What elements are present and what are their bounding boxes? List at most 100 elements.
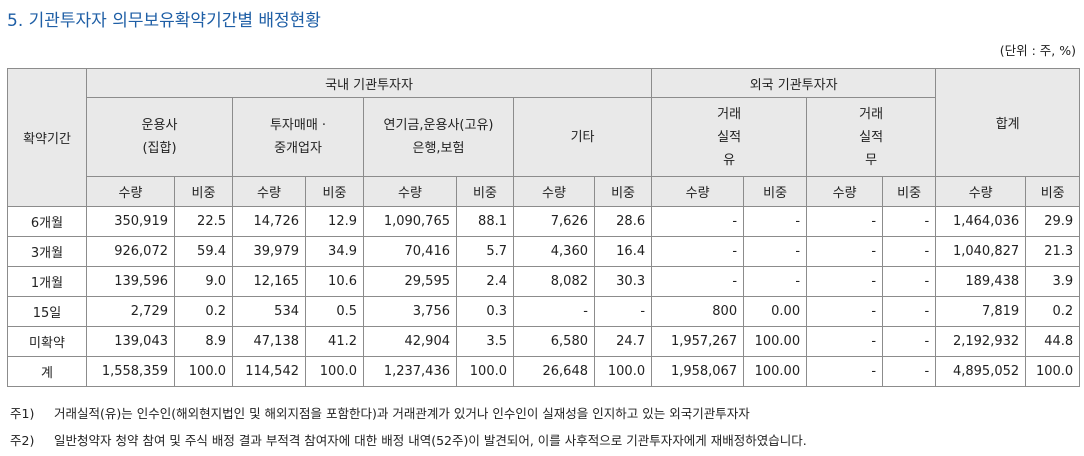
domestic-header: 국내 기관투자자 <box>85 68 653 98</box>
quantity-cell: - <box>651 236 745 267</box>
investor-type-label: 운용사 <box>141 118 178 133</box>
ratio-cell: 59.4 <box>174 236 233 267</box>
ratio-cell: 100.0 <box>174 356 233 387</box>
investor-type-label: 은행,보험 <box>412 141 465 156</box>
ratio-cell: 100.00 <box>743 356 808 387</box>
quantity-cell: 800 <box>651 296 745 327</box>
quantity-cell: 139,596 <box>86 266 175 297</box>
table-row: 계 1,558,359 100.0 114,542 100.0 1,237,436 100.… <box>7 356 1081 387</box>
quantity-cell: 6,580 <box>513 326 595 357</box>
quantity-cell: 4,895,052 <box>935 356 1027 387</box>
ratio-cell: 0.5 <box>305 296 364 327</box>
quantity-cell: 12,165 <box>232 266 306 297</box>
quantity-cell: 350,919 <box>86 206 175 237</box>
ratio-cell: 5.7 <box>456 236 514 267</box>
ratio-cell: 10.6 <box>305 266 364 297</box>
investor-type-label: 거래 <box>859 106 884 122</box>
period-label: 6개월 <box>7 206 87 237</box>
investor-type-header: 투자매매 · 중개업자 <box>232 97 364 177</box>
quantity-cell: 1,957,267 <box>651 326 745 357</box>
ratio-cell: - <box>882 266 937 297</box>
quantity-cell: - <box>651 266 745 297</box>
ratio-cell: - <box>882 236 937 267</box>
quantity-cell: - <box>651 206 745 237</box>
ratio-cell: 24.7 <box>593 326 653 357</box>
total-header: 합계 <box>935 68 1081 177</box>
quantity-cell: - <box>513 296 595 327</box>
foreign-header: 외국 기관투자자 <box>651 68 937 98</box>
ratio-cell: - <box>743 206 808 237</box>
unit-label: (단위 : 주, %) <box>999 43 1076 58</box>
investor-type-label: 연기금,운용사(고유) <box>383 118 494 133</box>
investor-type-header: 연기금,운용사(고유) 은행,보험 <box>363 97 514 177</box>
ratio-cell: 0.2 <box>1025 296 1081 327</box>
ratio-column-header: 비중 <box>1025 176 1081 207</box>
quantity-cell: 114,542 <box>232 356 306 387</box>
quantity-cell: 39,979 <box>232 236 306 267</box>
quantity-cell: 1,464,036 <box>935 206 1027 237</box>
quantity-cell: 42,904 <box>363 326 457 357</box>
ratio-cell: 30.3 <box>593 266 653 297</box>
quantity-cell: - <box>806 356 884 387</box>
ratio-cell: - <box>882 326 937 357</box>
ratio-column-header: 비중 <box>305 176 364 207</box>
ratio-column-header: 비중 <box>593 176 653 207</box>
quantity-column-header: 수량 <box>935 176 1027 207</box>
ratio-cell: - <box>593 296 653 327</box>
period-header: 확약기간 <box>7 68 87 207</box>
table-row: 15일 2,729 0.2 534 0.5 3,756 0.3- -800 0.00- -7,81… <box>7 296 1081 327</box>
period-label: 계 <box>7 356 87 387</box>
investor-type-header: 운용사 (집합) <box>86 97 233 177</box>
table-row: 3개월 926,072 59.4 39,979 34.9 70,416 5.7 4,360 16… <box>7 236 1081 267</box>
quantity-cell: 29,595 <box>363 266 457 297</box>
quantity-column-header: 수량 <box>513 176 595 207</box>
quantity-cell: 1,090,765 <box>363 206 457 237</box>
investor-type-label: 투자매매 · <box>269 118 327 133</box>
ratio-column-header: 비중 <box>174 176 233 207</box>
ratio-cell: 100.0 <box>456 356 514 387</box>
quantity-cell: 70,416 <box>363 236 457 267</box>
ratio-cell: 0.00 <box>743 296 808 327</box>
footnote-2: 주2) 일반청약자 청약 참여 및 주식 배정 결과 부적격 참여자에 대한 배정… <box>10 427 807 454</box>
ratio-cell: 44.8 <box>1025 326 1081 357</box>
ratio-cell: 22.5 <box>174 206 233 237</box>
quantity-cell: 1,558,359 <box>86 356 175 387</box>
table-row: 6개월 350,919 22.5 14,726 12.9 1,090,765 88.1 7,6… <box>7 206 1081 237</box>
table-row: 미확약 139,043 8.9 47,138 41.2 42,904 3.5 6,580 24.… <box>7 326 1081 357</box>
section-title: 5. 기관투자자 의무보유확약기간별 배정현황 <box>7 11 321 31</box>
quantity-cell: - <box>806 236 884 267</box>
quantity-cell: 2,192,932 <box>935 326 1027 357</box>
ratio-cell: 34.9 <box>305 236 364 267</box>
quantity-cell: 14,726 <box>232 206 306 237</box>
quantity-column-header: 수량 <box>363 176 457 207</box>
footnote-tag: 주2) <box>10 433 35 448</box>
investor-type-header: 거래 실적 무 <box>806 97 937 177</box>
quantity-cell: 2,729 <box>86 296 175 327</box>
investor-type-header: 거래 실적 유 <box>651 97 808 177</box>
footnote-text: 일반청약자 청약 참여 및 주식 배정 결과 부적격 참여자에 대한 배정 내역… <box>54 433 807 448</box>
period-label: 3개월 <box>7 236 87 267</box>
footnotes: 주1) 거래실적(유)는 인수인(해외현지법인 및 해외지점을 포함한다)과 거래… <box>10 400 807 454</box>
quantity-cell: 534 <box>232 296 306 327</box>
period-label: 1개월 <box>7 266 87 297</box>
quantity-cell: 1,040,827 <box>935 236 1027 267</box>
ratio-cell: 100.0 <box>1025 356 1081 387</box>
quantity-column-header: 수량 <box>86 176 175 207</box>
footnote-1: 주1) 거래실적(유)는 인수인(해외현지법인 및 해외지점을 포함한다)과 거래… <box>10 400 807 427</box>
quantity-column-header: 수량 <box>651 176 745 207</box>
investor-type-label: 중개업자 <box>274 141 322 156</box>
ratio-cell: 16.4 <box>593 236 653 267</box>
investor-type-label: (집합) <box>142 141 177 156</box>
quantity-cell: - <box>806 296 884 327</box>
ratio-cell: 0.2 <box>174 296 233 327</box>
quantity-column-header: 수량 <box>232 176 306 207</box>
quantity-cell: - <box>806 206 884 237</box>
quantity-cell: 1,237,436 <box>363 356 457 387</box>
ratio-column-header: 비중 <box>456 176 514 207</box>
investor-type-header: 기타 <box>512 97 653 177</box>
ratio-column-header: 비중 <box>882 176 937 207</box>
investor-type-label: 기타 <box>570 129 595 145</box>
quantity-cell: 26,648 <box>513 356 595 387</box>
ratio-cell: - <box>882 206 937 237</box>
ratio-cell: - <box>882 356 937 387</box>
